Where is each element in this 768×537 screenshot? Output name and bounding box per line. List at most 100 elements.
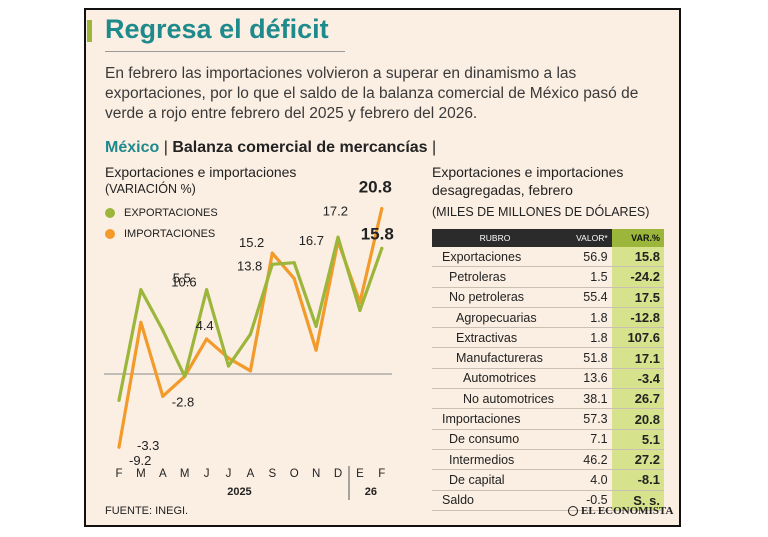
data-point-importaciones	[248, 369, 252, 373]
data-point-exportaciones	[226, 364, 231, 368]
row-label: Automotrices	[432, 368, 559, 390]
row-variation: -3.4	[611, 368, 664, 390]
legend-label-exportaciones: EXPORTACIONES	[124, 207, 218, 219]
x-tick-label: A	[159, 468, 167, 480]
table-row: Exportaciones 56.9 15.8	[432, 247, 664, 268]
source-note: FUENTE: INEGI.	[105, 505, 189, 517]
row-label: Manufactureras	[432, 347, 559, 369]
row-value: 55.4	[558, 287, 612, 308]
x-tick-label: N	[312, 468, 320, 480]
x-tick-label: J	[226, 468, 232, 480]
data-label-importaciones: 20.8	[359, 178, 392, 197]
row-value: -0.5	[558, 490, 612, 511]
data-point-exportaciones	[314, 324, 318, 328]
row-variation: 27.2	[611, 449, 664, 471]
data-point-importaciones	[117, 445, 121, 449]
x-tick-label: M	[180, 468, 190, 480]
data-point-importaciones	[314, 348, 318, 352]
heading-separator: |	[163, 139, 173, 156]
chart-title: Exportaciones e importaciones	[105, 164, 297, 180]
legend-swatch-exportaciones	[105, 208, 115, 218]
legend-label-importaciones: IMPORTACIONES	[124, 228, 216, 240]
row-variation: 17.5	[611, 287, 664, 308]
legend-exportaciones: EXPORTACIONES	[105, 207, 218, 219]
table-header-row: RUBRO VALOR* VAR.%	[432, 229, 664, 247]
x-tick-label: F	[378, 468, 385, 480]
page-title: Regresa el déficit	[105, 14, 329, 44]
row-value: 1.5	[558, 266, 612, 288]
x-tick-label: D	[334, 468, 342, 480]
row-variation: -24.2	[611, 266, 664, 288]
legend-swatch-importaciones	[105, 229, 115, 239]
row-value: 1.8	[558, 307, 612, 329]
x-tick-label: A	[247, 468, 255, 480]
logo-mark-icon	[568, 506, 578, 516]
table-row: De capital 4.0 -8.1	[432, 469, 664, 491]
data-point-importaciones	[292, 277, 296, 281]
x-tick-label: O	[290, 468, 299, 480]
row-value: 56.9	[558, 247, 612, 268]
table-row: No automotrices 38.1 26.7	[432, 388, 664, 410]
table-title: Exportaciones e importaciones desagregad…	[432, 164, 624, 198]
row-value: 7.1	[558, 429, 612, 450]
data-label-importaciones: -9.2	[129, 453, 151, 468]
data-point-exportaciones	[380, 246, 384, 250]
title-accent-bar	[87, 20, 92, 42]
row-value: 13.6	[558, 368, 612, 390]
table-row: Automotrices 13.6 -3.4	[432, 368, 664, 390]
data-point-exportaciones	[205, 288, 209, 292]
row-label: Exportaciones	[432, 247, 559, 268]
data-label-exportaciones: 10.6	[171, 275, 196, 290]
data-point-exportaciones	[248, 332, 252, 336]
data-point-importaciones	[380, 207, 384, 211]
row-variation: 5.1	[611, 429, 664, 450]
header-rubro: RUBRO	[432, 229, 559, 247]
data-point-exportaciones	[117, 398, 121, 402]
row-value: 38.1	[558, 388, 612, 410]
row-label: No petroleras	[432, 287, 559, 308]
table-body: Exportaciones 56.9 15.8 Petroleras 1.5 -24.2 N…	[432, 247, 664, 511]
data-label-exportaciones: -3.3	[137, 438, 159, 453]
row-value: 57.3	[558, 408, 612, 430]
data-label-exportaciones: 17.2	[323, 203, 348, 218]
section-heading: México | Balanza comercial de mercancías…	[105, 139, 436, 157]
table-unit: (MILES DE MILLONES DE DÓLARES)	[432, 205, 650, 219]
row-label: Importaciones	[432, 408, 559, 430]
data-point-importaciones	[161, 394, 165, 398]
x-tick-label: M	[136, 468, 146, 480]
year-label-26: 26	[365, 486, 377, 498]
x-tick-label: F	[115, 468, 122, 480]
chart-unit: (VARIACIÓN %)	[105, 182, 196, 196]
row-variation: 15.8	[611, 247, 664, 268]
data-point-exportaciones	[161, 328, 165, 332]
data-label-importaciones: 4.4	[196, 318, 214, 333]
header-var: VAR.%	[611, 229, 664, 247]
row-value: 4.0	[558, 469, 612, 491]
intro-text: En febrero las importaciones volvieron a…	[105, 65, 639, 122]
row-label: De consumo	[432, 429, 559, 450]
legend-importaciones: IMPORTACIONES	[105, 228, 215, 240]
x-tick-label: J	[204, 468, 210, 480]
row-variation: S. s.	[611, 490, 664, 511]
heading-separator-end: |	[432, 139, 437, 156]
data-point-exportaciones	[270, 262, 274, 266]
data-point-importaciones	[205, 337, 209, 341]
table-row: Agropecuarias 1.8 -12.8	[432, 307, 664, 329]
data-point-exportaciones	[336, 235, 340, 239]
row-label: De capital	[432, 469, 559, 491]
table-row: No petroleras 55.4 17.5	[432, 287, 664, 308]
publisher-logo: EL ECONOMISTA	[568, 505, 673, 517]
row-variation: 107.6	[611, 327, 664, 349]
row-value: 1.8	[558, 327, 612, 349]
row-label: Intermedios	[432, 449, 559, 471]
data-label-importaciones: 16.7	[299, 233, 324, 248]
data-label-importaciones: 15.2	[239, 235, 264, 250]
data-label-exportaciones: 13.8	[237, 258, 262, 273]
row-variation: -12.8	[611, 307, 664, 329]
country-label: México	[105, 139, 160, 156]
table-row: Manufactureras 51.8 17.1	[432, 347, 664, 369]
row-label: Petroleras	[432, 266, 559, 288]
breakdown-table: RUBRO VALOR* VAR.% Exportaciones 56.9 15.8…	[432, 229, 664, 511]
table-row: Intermedios 46.2 27.2	[432, 449, 664, 471]
